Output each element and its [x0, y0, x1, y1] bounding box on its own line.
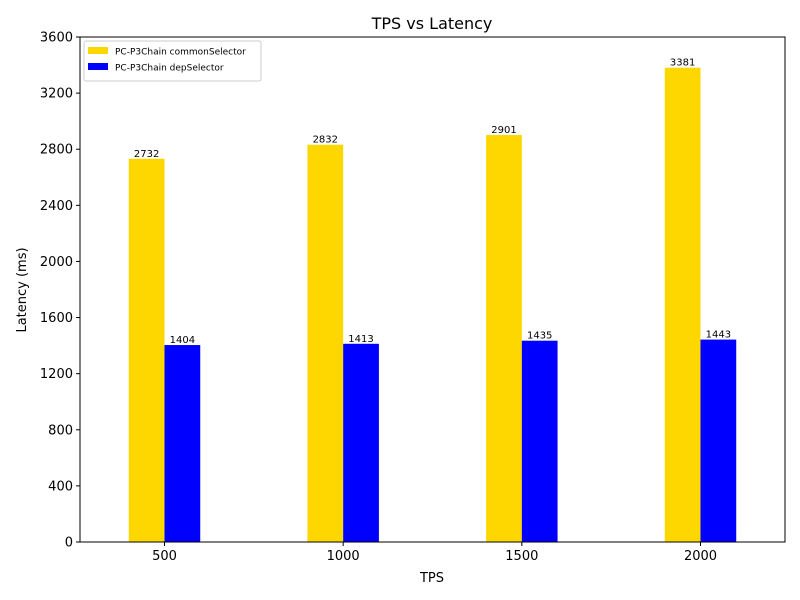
y-tick-label: 3200	[40, 87, 73, 102]
chart-title: TPS vs Latency	[371, 14, 493, 33]
bar	[128, 158, 165, 542]
x-tick-label: 500	[152, 549, 177, 564]
y-tick-label: 2800	[40, 143, 73, 158]
bar-value-label: 3381	[670, 58, 695, 69]
legend-swatch	[88, 47, 108, 54]
y-tick-label: 1600	[40, 311, 73, 326]
y-tick-label: 1200	[40, 367, 73, 382]
plot-area: 2732 1404 2832 1413 2901 1435 3381 1443	[128, 58, 737, 543]
legend: PC-P3Chain commonSelector PC-P3Chain depS…	[83, 40, 262, 82]
x-tick-label: 1500	[505, 549, 538, 564]
y-tick-label: 2400	[40, 199, 73, 214]
bar	[343, 343, 379, 542]
bar-value-label: 1413	[348, 334, 373, 345]
bar-value-label: 2732	[134, 149, 159, 160]
bar-value-label: 1404	[170, 335, 195, 346]
bar-value-label: 1435	[527, 331, 552, 342]
bar-value-label: 2832	[313, 135, 338, 146]
bar	[664, 67, 701, 543]
x-axis-label: TPS	[419, 571, 444, 586]
bar-value-label: 2901	[491, 125, 516, 136]
y-tick-label: 3600	[40, 31, 73, 46]
x-axis: 500 1000 1500 2000	[152, 542, 717, 564]
x-tick-label: 1000	[327, 549, 360, 564]
y-tick-label: 800	[48, 423, 73, 438]
bar	[486, 135, 522, 542]
y-tick-label: 400	[48, 479, 73, 494]
bar	[700, 339, 737, 542]
bar	[307, 144, 344, 542]
legend-entry-label: PC-P3Chain depSelector	[115, 64, 224, 74]
bar-value-label: 1443	[706, 330, 731, 341]
legend-box	[83, 40, 262, 82]
y-axis-label: Latency (ms)	[15, 247, 30, 332]
y-axis: 0 400 800 1200 1600 2000 2400 2800 3200 3600	[40, 31, 80, 551]
bar	[521, 340, 558, 542]
legend-swatch	[88, 63, 108, 70]
y-tick-label: 0	[65, 536, 73, 551]
y-tick-label: 2000	[40, 255, 73, 270]
bar	[164, 345, 201, 542]
plot-frame	[79, 36, 786, 543]
x-tick-label: 2000	[684, 549, 717, 564]
legend-entry-label: PC-P3Chain commonSelector	[115, 48, 246, 58]
